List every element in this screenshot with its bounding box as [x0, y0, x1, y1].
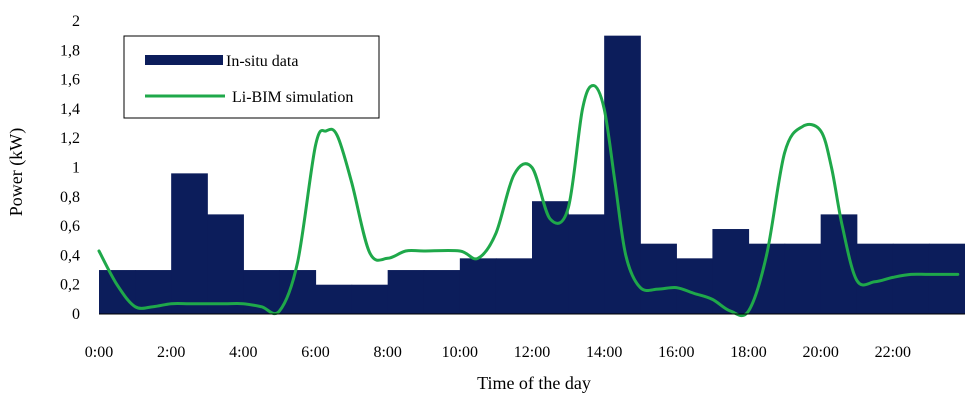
x-tick-label: 8:00 [373, 344, 401, 361]
x-tick-label: 2:00 [157, 344, 185, 361]
bar [784, 243, 822, 314]
legend-label-in-situ-data: In-situ data [226, 53, 298, 70]
bars-layer [99, 35, 965, 315]
x-tick-label: 14:00 [586, 344, 622, 361]
legend-label-li-bim-simulation: Li-BIM simulation [232, 89, 353, 106]
y-tick-label: 0,2 [60, 277, 80, 294]
y-ticks: 0 0,2 0,4 0,6 0,8 1 1,2 1,4 1,6 1,8 2 [60, 13, 80, 323]
bar [676, 258, 714, 314]
y-tick-label: 1,2 [60, 130, 80, 147]
x-tick-label: 16:00 [658, 344, 694, 361]
legend: In-situ data Li-BIM simulation [123, 35, 380, 119]
y-tick-label: 0,8 [60, 189, 80, 206]
bar [207, 214, 244, 314]
x-tick-label: 0:00 [85, 344, 113, 361]
x-tick-label: 22:00 [875, 344, 911, 361]
y-tick-label: 0,6 [60, 218, 80, 235]
bar [640, 243, 677, 314]
bar [568, 214, 605, 314]
bar [423, 270, 461, 314]
bar [387, 270, 425, 314]
bar [712, 229, 750, 314]
x-tick-label: 12:00 [514, 344, 550, 361]
legend-swatch-in-situ-data [145, 55, 223, 65]
bar [171, 173, 208, 314]
legend-box [123, 35, 380, 119]
series-line-li-bim-simulation [97, 84, 960, 318]
bar [928, 243, 965, 314]
bar [495, 258, 533, 314]
bar [279, 270, 317, 314]
bar [892, 243, 930, 314]
y-tick-label: 0,4 [60, 247, 80, 264]
x-tick-label: 18:00 [730, 344, 766, 361]
y-tick-label: 0 [72, 306, 80, 323]
y-tick-label: 1,6 [60, 72, 80, 89]
x-tick-label: 4:00 [229, 344, 257, 361]
y-axis-title: Power (kW) [6, 128, 27, 216]
y-tick-label: 1 [72, 160, 80, 177]
y-tick-label: 1,8 [60, 42, 80, 59]
bar [351, 284, 389, 314]
y-tick-label: 1,4 [60, 101, 80, 118]
bar [315, 284, 353, 314]
y-tick-label: 2 [72, 13, 80, 30]
x-ticks: 0:00 2:00 4:00 6:00 8:00 10:00 12:00 14:00 16:00… [85, 344, 911, 361]
bar [99, 270, 136, 314]
x-tick-label: 10:00 [442, 344, 478, 361]
bar [604, 35, 641, 315]
x-tick-label: 6:00 [301, 344, 329, 361]
x-tick-label: 20:00 [802, 344, 838, 361]
x-axis-title: Time of the day [477, 373, 591, 393]
bar [459, 258, 497, 314]
